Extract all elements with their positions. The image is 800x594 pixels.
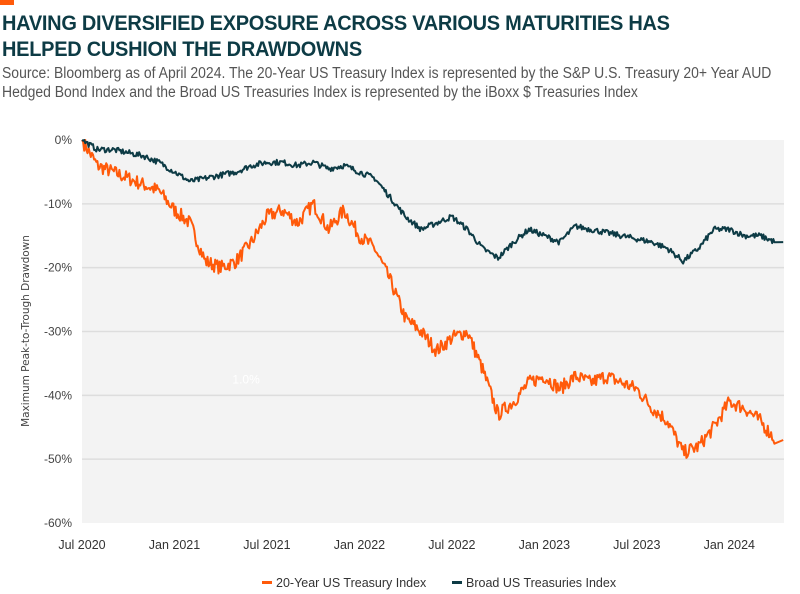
series-line-20yr xyxy=(81,139,784,459)
x-tick-label: Jul 2021 xyxy=(243,538,290,552)
x-tick-label: Jul 2022 xyxy=(428,538,475,552)
legend-label-broad: Broad US Treasuries Index xyxy=(466,576,617,590)
y-tick-label: -30% xyxy=(44,325,72,339)
y-tick-label: 0% xyxy=(55,133,73,147)
y-tick-label: -10% xyxy=(44,197,72,211)
series-lines xyxy=(81,139,784,459)
series-line-broad xyxy=(81,139,784,265)
x-tick-label: Jan 2022 xyxy=(334,538,385,552)
x-tick-label: Jan 2023 xyxy=(519,538,570,552)
gridlines xyxy=(82,203,784,460)
legend-swatch-20yr xyxy=(262,581,272,584)
legend-label-20yr: 20-Year US Treasury Index xyxy=(276,576,427,590)
y-axis-title: Maximum Peak-to-Trough Drawdown xyxy=(20,235,32,427)
source-note: Source: Bloomberg as of April 2024. The … xyxy=(2,65,772,101)
legend: 20-Year US Treasury Index Broad US Treas… xyxy=(262,576,617,590)
chart-title: HAVING DIVERSIFIED EXPOSURE ACROSS VARIO… xyxy=(2,11,670,61)
x-axis-ticks: Jul 2020 Jan 2021 Jul 2021 Jan 2022 Jul 2022… xyxy=(58,538,755,552)
legend-item-20yr[interactable]: 20-Year US Treasury Index xyxy=(262,576,427,590)
y-tick-label: -20% xyxy=(44,261,72,275)
y-tick-label: -40% xyxy=(44,388,72,402)
annotation-label: 1.0% xyxy=(232,372,260,386)
x-tick-label: Jul 2023 xyxy=(613,538,660,552)
x-tick-label: Jul 2020 xyxy=(58,538,105,552)
legend-item-broad[interactable]: Broad US Treasuries Index xyxy=(452,576,617,590)
y-tick-label: -50% xyxy=(44,452,72,466)
legend-swatch-broad xyxy=(452,581,462,584)
x-tick-label: Jan 2024 xyxy=(704,538,755,552)
y-axis-ticks: 0% -10% -20% -30% -40% -50% -60% xyxy=(44,133,72,530)
accent-bar xyxy=(0,0,14,5)
y-tick-label: -60% xyxy=(44,516,72,530)
x-tick-label: Jan 2021 xyxy=(149,538,200,552)
